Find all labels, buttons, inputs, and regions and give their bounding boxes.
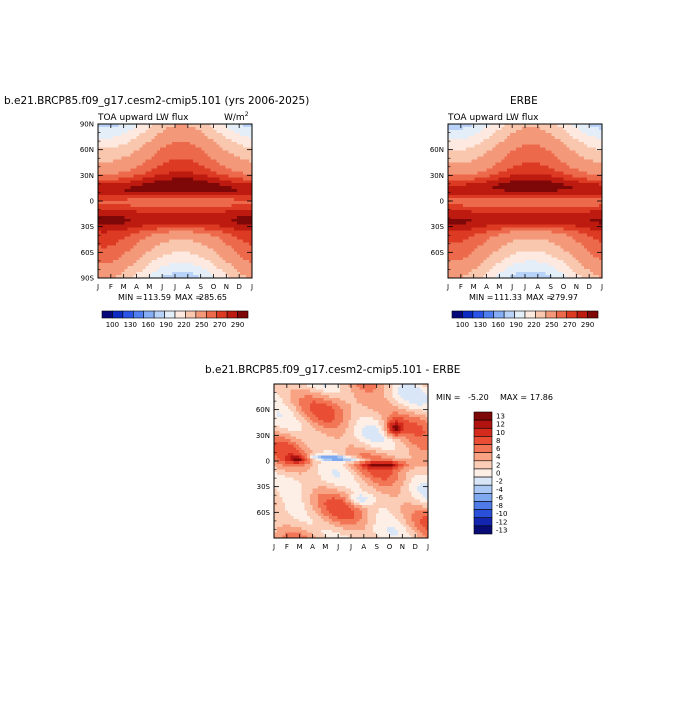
x-tick-label: A: [134, 283, 139, 291]
x-tick-label: J: [96, 283, 99, 291]
colorbar-label: 220: [177, 321, 190, 329]
panel-1-min-value: 113.59: [143, 293, 171, 302]
colorbar-swatch: [175, 311, 185, 318]
colorbar-swatch: [112, 311, 122, 318]
x-tick-label: O: [211, 283, 217, 291]
colorbar-label: 160: [142, 321, 155, 329]
colorbar-swatch: [238, 311, 248, 318]
y-tick-label: 60N: [80, 146, 94, 154]
colorbar-swatch: [165, 311, 175, 318]
x-tick-label: D: [236, 283, 241, 291]
colorbar-swatch: [144, 311, 154, 318]
colorbar-swatch: [154, 311, 164, 318]
colorbar-swatch: [133, 311, 143, 318]
panel-2-title: ERBE: [510, 95, 538, 107]
colorbar-swatch: [123, 311, 133, 318]
colorbar-swatch: [206, 311, 216, 318]
y-tick-label: 30N: [80, 172, 94, 180]
panel-2-plot: [448, 124, 603, 279]
x-tick-label: A: [185, 283, 190, 291]
panel-1-title: b.e21.BRCP85.f09_g17.cesm2-cmip5.101 (yr…: [4, 95, 309, 107]
panel-1-plot: [98, 124, 253, 279]
x-tick-label: S: [198, 283, 203, 291]
y-tick-label: 90N: [80, 121, 94, 129]
x-tick-label: J: [250, 283, 253, 291]
colorbar-label: 130: [124, 321, 137, 329]
panel-1-units-label: W/m2: [224, 111, 249, 123]
x-tick-label: J: [160, 283, 163, 291]
y-tick-label: 60S: [81, 249, 95, 257]
colorbar-label: 270: [213, 321, 226, 329]
panel-1-variable-label: TOA upward LW flux: [97, 113, 189, 123]
x-tick-label: M: [121, 283, 127, 291]
colorbar-label: 100: [106, 321, 119, 329]
x-tick-label: M: [146, 283, 152, 291]
y-tick-label: 90S: [81, 275, 95, 283]
y-tick-label: 30S: [81, 223, 95, 231]
colorbar-label: 190: [159, 321, 172, 329]
y-tick-label: 0: [90, 198, 94, 206]
colorbar-swatch: [227, 311, 237, 318]
panel-1-colorbar: 100 130 160 190 220 250 270 290: [102, 311, 248, 329]
panel-1-max-value: 285.65: [199, 293, 227, 302]
colorbar-swatch: [217, 311, 227, 318]
x-tick-label: F: [109, 283, 113, 291]
panel-1-min-label: MIN =: [118, 293, 143, 302]
colorbar-label: 290: [231, 321, 244, 329]
x-tick-label: N: [224, 283, 229, 291]
colorbar-swatch: [185, 311, 195, 318]
colorbar-swatch: [102, 311, 112, 318]
x-tick-label: J: [173, 283, 176, 291]
colorbar-swatch: [196, 311, 206, 318]
panel-2-variable-label: TOA upward LW flux: [447, 113, 539, 123]
colorbar-label: 250: [195, 321, 208, 329]
